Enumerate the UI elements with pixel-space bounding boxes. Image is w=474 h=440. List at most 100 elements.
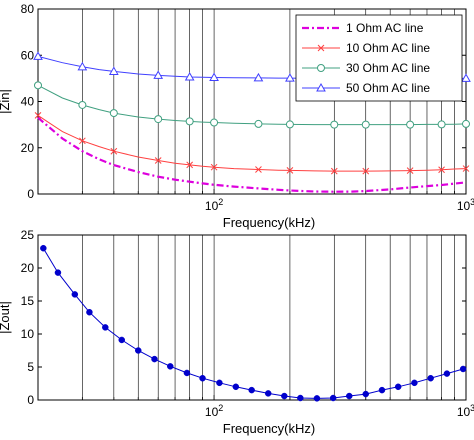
zin-data-point — [286, 167, 294, 174]
zin-data-point — [108, 66, 119, 75]
zout-data-point — [118, 336, 125, 344]
zout-x-tick-label: 102 — [205, 403, 223, 419]
zin-data-point — [210, 118, 219, 127]
zin-data-point — [185, 117, 194, 126]
zout-data-point — [167, 363, 174, 370]
zin-series-line — [37, 116, 467, 193]
zout-data-point — [297, 394, 304, 402]
zout-data-point — [346, 392, 353, 400]
zout-data-point — [199, 374, 206, 382]
zout-y-tick-label: 15 — [21, 294, 35, 308]
zout-data-point — [248, 386, 255, 394]
zin-data-point — [209, 72, 219, 81]
zout-data-point — [459, 365, 467, 373]
zin-data-point — [437, 120, 446, 129]
zin-data-point — [406, 120, 415, 129]
legend-marker — [317, 44, 325, 52]
zout-data-point — [427, 374, 434, 382]
zin-data-point — [33, 51, 43, 60]
legend-marker — [317, 64, 325, 72]
zout-data-point — [411, 379, 418, 387]
zout-y-tick-label: 10 — [21, 327, 35, 341]
zout-data-point — [134, 347, 142, 354]
zin-data-point — [285, 120, 294, 129]
zout-data-point — [394, 383, 402, 391]
zin-data-point — [34, 112, 42, 119]
zin-y-tick-label: 0 — [27, 187, 34, 201]
zout-data-point — [232, 383, 240, 391]
zout-data-point — [54, 269, 62, 276]
zin-data-point — [110, 147, 118, 155]
zout-data-point — [71, 291, 79, 298]
zout-y-tick-label: 25 — [21, 228, 35, 242]
legend-label: 30 Ohm AC line — [346, 61, 430, 75]
zout-data-point — [378, 386, 386, 394]
zout-x-tick-label: 103 — [457, 403, 474, 419]
zin-x-tick-label: 102 — [205, 197, 223, 213]
zout-plot-area — [37, 234, 467, 401]
zin-data-point — [253, 72, 264, 82]
zin-chart-panel: 0 20 40 60 80 102 103 Frequency(kHz) |Zin| 1 Ohm … — [0, 2, 474, 230]
zout-chart-panel: 0 5 10 15 20 25 102 103 Frequency(kHz) |Zout| — [0, 228, 474, 436]
zin-data-point — [462, 119, 470, 128]
legend-box — [295, 14, 463, 102]
zin-data-point — [34, 81, 42, 90]
zin-data-point — [184, 71, 195, 81]
zin-data-point — [330, 167, 338, 175]
zin-series-3 — [34, 81, 470, 129]
zin-y-tick-label: 20 — [21, 141, 35, 155]
zout-data-point — [102, 324, 109, 331]
zin-series-1 — [37, 116, 467, 193]
zin-data-point — [254, 119, 263, 128]
zin-data-point — [438, 166, 445, 174]
zout-y-tick-label: 5 — [27, 360, 34, 374]
zin-data-point — [186, 161, 194, 169]
zout-grid — [81, 235, 455, 400]
zin-x-tick-label: 103 — [457, 197, 474, 213]
zin-data-point — [77, 61, 88, 71]
zout-y-tick-label: 20 — [21, 261, 35, 275]
legend-label: 10 Ohm AC line — [346, 41, 430, 55]
zin-data-point — [285, 73, 295, 82]
zout-data-point — [313, 395, 321, 402]
zout-data-point — [443, 370, 451, 377]
zin-y-tick-label: 60 — [21, 48, 35, 62]
zout-data-point — [362, 390, 370, 398]
zin-series-2 — [34, 112, 470, 175]
zin-x-axis-label: Frequency(kHz) — [223, 215, 315, 230]
zout-data-point — [264, 390, 272, 397]
zin-data-point — [153, 70, 164, 79]
zin-y-axis-label: |Zin| — [0, 89, 12, 114]
zin-data-point — [79, 137, 86, 145]
zin-data-point — [78, 100, 87, 109]
zin-data-point — [461, 73, 471, 82]
zout-data-point — [281, 392, 288, 400]
zout-data-point — [40, 244, 47, 252]
legend-marker — [316, 82, 326, 92]
zout-y-tick-label: 0 — [27, 393, 34, 407]
zout-data-point — [151, 355, 158, 363]
zout-series-1 — [40, 244, 467, 402]
zin-data-point — [154, 157, 162, 164]
legend-label: 1 Ohm AC line — [346, 21, 424, 35]
zout-data-point — [183, 369, 191, 377]
zin-data-point — [255, 166, 262, 173]
zin-data-point — [462, 165, 470, 172]
zin-data-point — [210, 163, 218, 171]
zin-y-tick-label: 40 — [21, 95, 35, 109]
zin-data-point — [362, 167, 370, 175]
zout-data-point — [86, 308, 93, 316]
zout-data-point — [216, 379, 223, 387]
zin-data-point — [109, 109, 118, 118]
zin-y-tick-label: 80 — [21, 2, 35, 16]
legend-label: 50 Ohm AC line — [346, 81, 430, 95]
zout-x-axis-label: Frequency(kHz) — [223, 421, 315, 436]
zout-data-point — [329, 394, 337, 402]
zin-legend: 1 Ohm AC line 10 Ohm AC line 30 Ohm AC lin… — [295, 14, 463, 102]
zin-grid — [81, 9, 455, 194]
zin-data-point — [406, 167, 414, 174]
zout-y-axis-label: |Zout| — [0, 301, 12, 334]
zin-data-point — [361, 120, 370, 129]
zin-data-point — [154, 115, 163, 124]
